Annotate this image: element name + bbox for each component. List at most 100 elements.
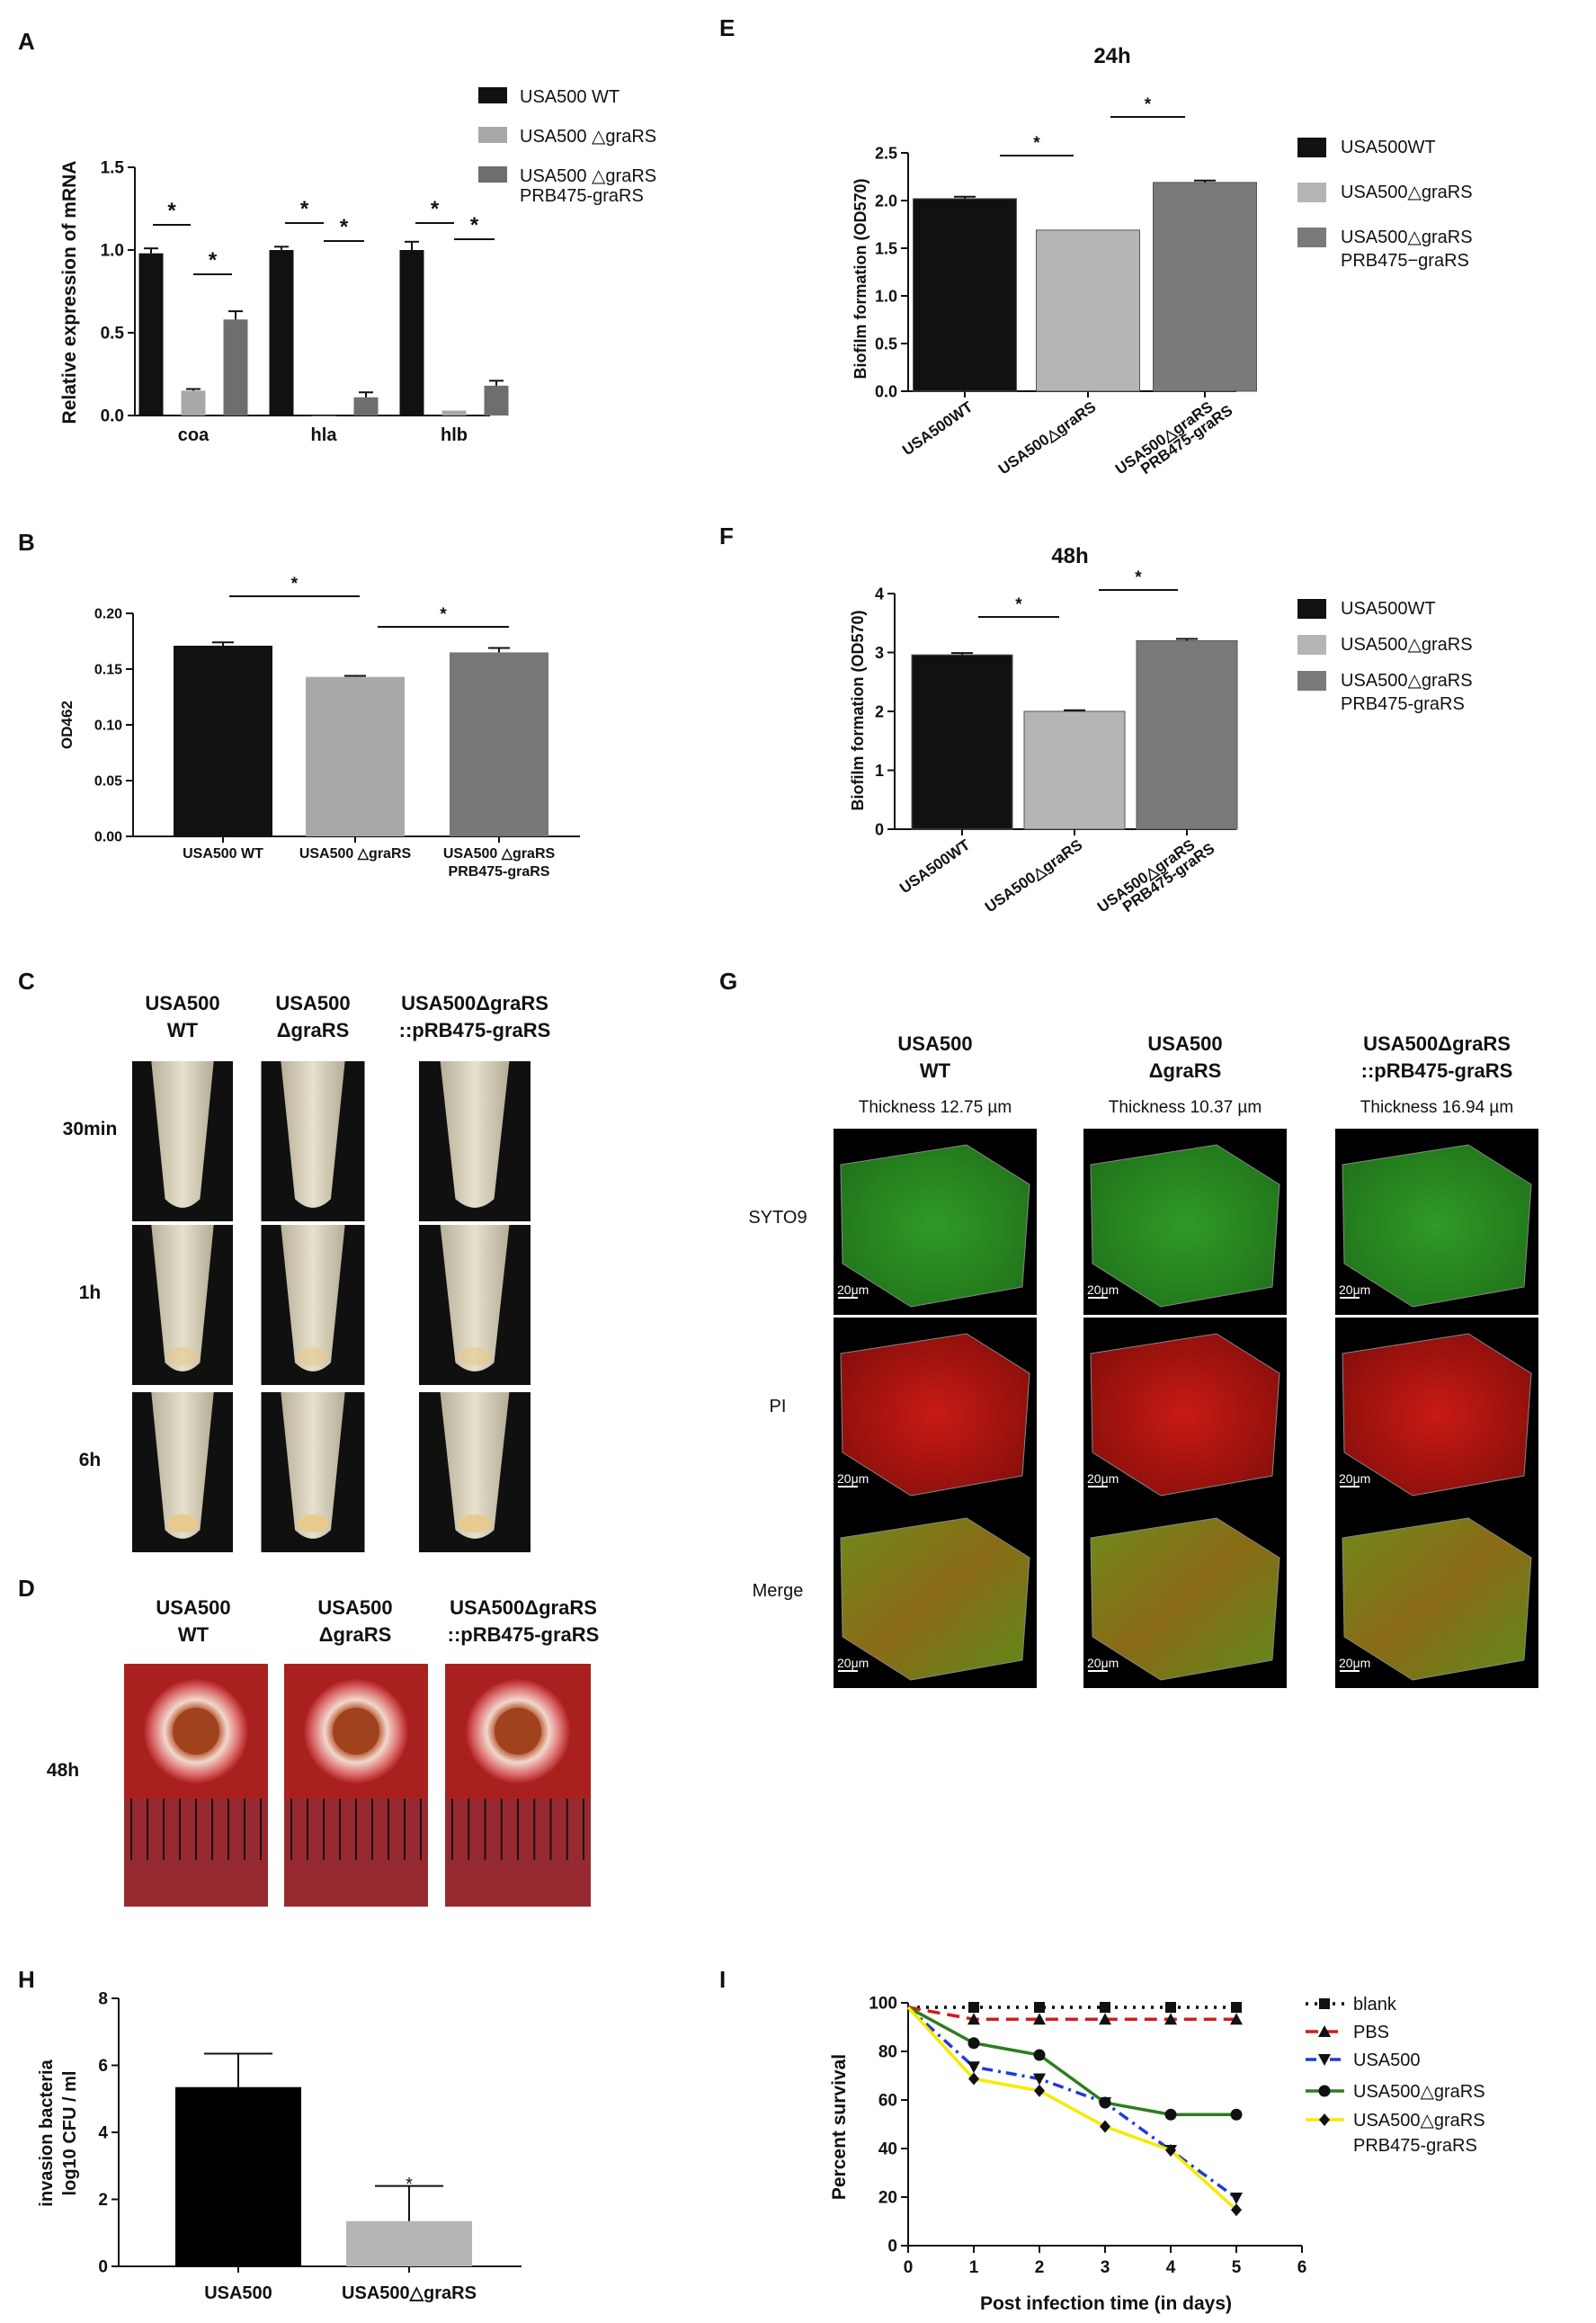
- column-header: USA500: [275, 992, 350, 1014]
- data-point: [1230, 2108, 1243, 2121]
- thickness-label: Thickness 12.75 µm: [859, 1098, 1012, 1117]
- significance-star: *: [406, 2175, 413, 2194]
- row-label: 48h: [47, 1760, 79, 1781]
- x-tick-label: USA500WT: [896, 835, 974, 897]
- series-line: [907, 2006, 1236, 2116]
- panel-letter: C: [18, 968, 35, 995]
- data-point: [1099, 2096, 1111, 2109]
- biofilm-surface: [1090, 1333, 1280, 1497]
- series-line: [907, 2006, 1236, 2021]
- x-tick-label: USA500△graRS: [342, 2283, 477, 2303]
- y-tick-label: 0: [875, 820, 884, 838]
- bar: [138, 253, 164, 415]
- bar: [913, 198, 1017, 392]
- y-tick-label: 2.5: [875, 144, 897, 162]
- biofilm-surface: [1090, 1517, 1280, 1681]
- legend-label: USA500 WT: [520, 87, 620, 107]
- data-point: [1318, 2085, 1331, 2097]
- pellet: [297, 1346, 329, 1365]
- y-tick-label: 40: [878, 2140, 897, 2159]
- x-tick-label: 1: [969, 2258, 979, 2277]
- legend-label: USA500△graRS: [1353, 2082, 1485, 2102]
- y-tick-label: 2.0: [875, 192, 897, 210]
- y-tick-label: 0.0: [875, 382, 897, 400]
- x-tick-label: 3: [1101, 2258, 1110, 2277]
- row-label: 1h: [79, 1282, 102, 1303]
- y-tick-label: 1: [875, 762, 884, 780]
- colony: [173, 1708, 219, 1755]
- y-tick-label: 0.05: [94, 774, 122, 790]
- thickness-label: Thickness 16.94 µm: [1360, 1098, 1513, 1117]
- x-tick-label: USA500 WT: [183, 846, 263, 862]
- legend-swatch: [1297, 599, 1326, 619]
- bar: [174, 645, 272, 836]
- data-point: [1034, 2002, 1045, 2013]
- data-point: [1318, 2054, 1331, 2066]
- data-point: [1033, 2073, 1046, 2086]
- x-tick-label: 6: [1297, 2258, 1307, 2277]
- legend-label: USA500: [1353, 2050, 1421, 2070]
- y-tick-label: 0.0: [101, 407, 124, 426]
- scale-label: 20μm: [1087, 1471, 1119, 1486]
- y-tick-label: 4: [98, 2124, 108, 2143]
- scale-label: 20μm: [1339, 1471, 1370, 1486]
- scale-label: 20μm: [1339, 1656, 1370, 1670]
- significance-star: *: [1033, 134, 1040, 153]
- column-header: USA500: [1147, 1032, 1222, 1055]
- row-label: Merge: [753, 1581, 804, 1601]
- legend-swatch: [1297, 228, 1326, 247]
- data-point: [968, 2002, 979, 2013]
- biofilm-surface: [840, 1333, 1030, 1497]
- column-header: ΔgraRS: [277, 1019, 350, 1041]
- significance-star: *: [167, 199, 176, 223]
- significance-star: *: [209, 248, 218, 273]
- column-header: ΔgraRS: [319, 1623, 392, 1646]
- y-tick-label: 80: [878, 2043, 897, 2062]
- y-tick-label: 0: [98, 2258, 108, 2277]
- column-header: WT: [167, 1019, 199, 1041]
- column-header: USA500: [897, 1032, 972, 1055]
- bar: [269, 250, 294, 415]
- tube: [151, 1392, 214, 1539]
- panel-letter: E: [719, 14, 735, 41]
- x-tick-label: 4: [1166, 2258, 1176, 2277]
- row-label: 30min: [63, 1119, 118, 1139]
- data-point: [1165, 2144, 1176, 2157]
- data-point: [967, 2061, 980, 2074]
- y-tick-label: 8: [98, 1990, 108, 2009]
- panel-letter: A: [18, 28, 35, 55]
- colony: [495, 1708, 541, 1755]
- y-tick-label: 100: [869, 1995, 897, 2014]
- row-label: SYTO9: [748, 1208, 807, 1228]
- data-point: [1319, 2113, 1330, 2126]
- significance-star: *: [440, 605, 447, 624]
- column-header: USA500ΔgraRS: [401, 992, 548, 1014]
- panel-letter: G: [719, 968, 737, 995]
- y-tick-label: 0.10: [94, 719, 122, 734]
- y-axis-label: invasion bacteria: [37, 2059, 57, 2206]
- y-tick-label: 0.5: [101, 325, 125, 344]
- column-header: ΔgraRS: [1149, 1059, 1222, 1082]
- data-point: [1164, 2108, 1177, 2121]
- legend-label: USA500△graRS: [1341, 183, 1473, 202]
- legend-label: USA500WT: [1341, 138, 1436, 157]
- legend-label: PBS: [1353, 2023, 1389, 2042]
- y-axis-label: log10 CFU / ml: [60, 2071, 80, 2196]
- series-line: [906, 2006, 1238, 2211]
- biofilm-surface: [1090, 1144, 1280, 1308]
- pellet: [457, 1346, 493, 1365]
- x-tick-label: USA500 △graRS: [299, 846, 412, 862]
- y-tick-label: 60: [878, 2092, 897, 2111]
- legend-swatch: [1297, 635, 1326, 655]
- bar: [353, 397, 379, 415]
- significance-star: *: [340, 215, 349, 239]
- y-tick-label: 4: [875, 585, 884, 603]
- tube: [440, 1392, 510, 1539]
- biofilm-surface: [1342, 1517, 1532, 1681]
- panel-letter: B: [18, 529, 35, 556]
- data-point: [968, 2072, 979, 2086]
